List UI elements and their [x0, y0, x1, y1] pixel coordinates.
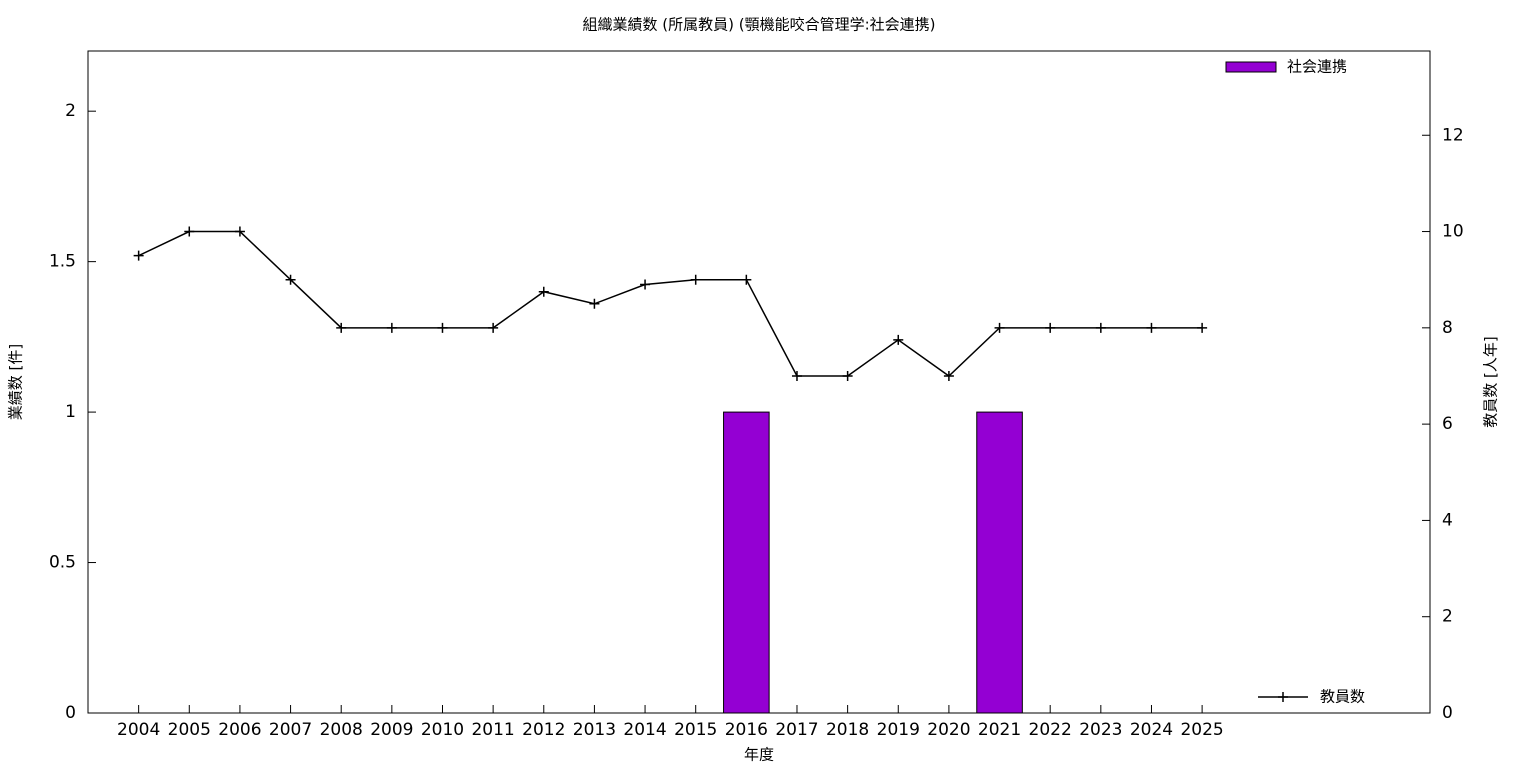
point-marker [234, 226, 245, 237]
x-tick-label: 2024 [1130, 720, 1173, 740]
point-marker [1045, 322, 1056, 333]
y-tick-label: 0 [65, 703, 76, 723]
point-marker [184, 226, 195, 237]
x-tick-label: 2017 [775, 720, 818, 740]
point-marker [741, 274, 752, 285]
y-tick-label: 2 [65, 101, 76, 121]
x-tick-label: 2004 [117, 720, 160, 740]
y2-tick-label: 6 [1442, 414, 1453, 434]
y2-axis-label: 教員数 [人年] [1482, 336, 1500, 427]
legend-label: 教員数 [1320, 688, 1365, 706]
x-tick-label: 2016 [725, 720, 768, 740]
y2-tick-label: 10 [1442, 222, 1464, 242]
x-tick-label: 2018 [826, 720, 869, 740]
point-marker [640, 279, 651, 290]
y2-tick-label: 12 [1442, 125, 1464, 145]
x-tick-label: 2013 [573, 720, 616, 740]
point-marker [943, 370, 954, 381]
x-tick-label: 2007 [269, 720, 312, 740]
point-marker [538, 286, 549, 297]
x-tick-label: 2008 [320, 720, 363, 740]
x-tick-label: 2009 [370, 720, 413, 740]
x-tick-label: 2025 [1180, 720, 1223, 740]
x-tick-label: 2019 [877, 720, 920, 740]
point-marker [285, 274, 296, 285]
point-marker [133, 250, 144, 261]
legend-label: 社会連携 [1287, 58, 1347, 76]
point-marker [1095, 322, 1106, 333]
bar [976, 411, 1023, 714]
y2-tick-label: 8 [1442, 318, 1453, 338]
point-marker [994, 322, 1005, 333]
x-tick-label: 2015 [674, 720, 717, 740]
point-marker [893, 334, 904, 345]
chart-title: 組織業績数 (所属教員) (顎機能咬合管理学:社会連携) [582, 16, 935, 34]
point-marker [386, 322, 397, 333]
legend-marker [1278, 692, 1288, 702]
x-tick-label: 2022 [1029, 720, 1072, 740]
line [138, 230, 1203, 377]
point-marker [488, 322, 499, 333]
x-tick-label: 2020 [927, 720, 970, 740]
point-marker [589, 298, 600, 309]
y2-tick-label: 4 [1442, 510, 1453, 530]
x-tick-label: 2021 [978, 720, 1021, 740]
legend-swatch [1225, 61, 1277, 73]
x-tick-label: 2023 [1079, 720, 1122, 740]
y2-tick-label: 0 [1442, 703, 1453, 723]
point-marker [1146, 322, 1157, 333]
y-tick-label: 1 [65, 402, 76, 422]
point-marker [842, 370, 853, 381]
y2-tick-label: 2 [1442, 607, 1453, 627]
x-tick-label: 2011 [471, 720, 514, 740]
x-tick-label: 2006 [218, 720, 261, 740]
point-marker [437, 322, 448, 333]
bar [723, 411, 770, 714]
point-marker [1197, 322, 1208, 333]
x-tick-label: 2012 [522, 720, 565, 740]
x-axis-label: 年度 [744, 746, 774, 764]
x-tick-label: 2010 [421, 720, 464, 740]
point-marker [336, 322, 347, 333]
x-tick-label: 2014 [623, 720, 666, 740]
y-tick-label: 0.5 [49, 553, 76, 573]
point-marker [791, 370, 802, 381]
y-tick-label: 1.5 [49, 252, 76, 272]
y-axis-label: 業績数 [件] [7, 344, 25, 420]
x-tick-label: 2005 [168, 720, 211, 740]
point-marker [690, 274, 701, 285]
